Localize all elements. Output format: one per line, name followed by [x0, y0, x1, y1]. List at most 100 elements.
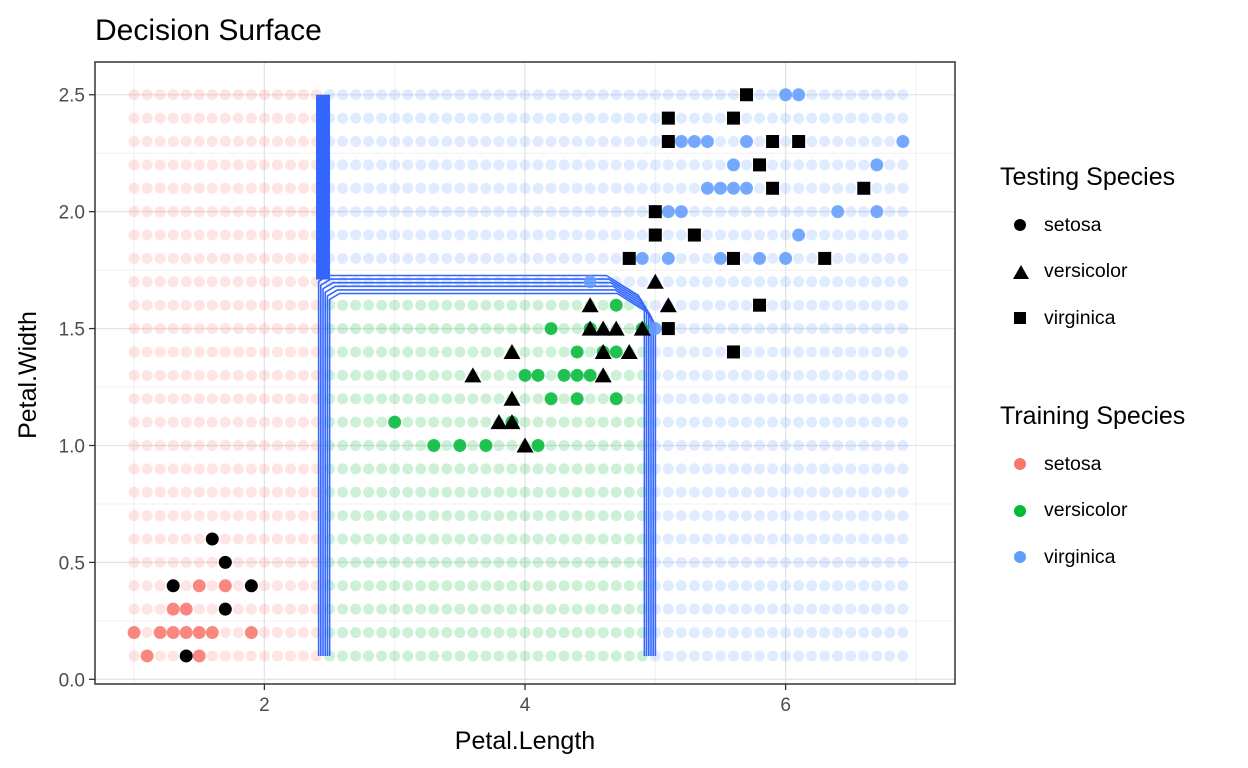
surface-point: [193, 159, 205, 171]
surface-point: [402, 159, 414, 171]
surface-point: [402, 89, 414, 101]
surface-point: [206, 252, 218, 264]
surface-point: [128, 206, 140, 218]
surface-point: [154, 323, 166, 335]
surface-point: [337, 416, 349, 428]
surface-point: [897, 556, 909, 568]
surface-point: [506, 463, 518, 475]
surface-point: [128, 369, 140, 381]
surface-point: [376, 556, 388, 568]
surface-point: [376, 486, 388, 498]
surface-point: [727, 393, 739, 405]
surface-point: [519, 556, 531, 568]
surface-point: [506, 580, 518, 592]
surface-point: [701, 112, 713, 124]
surface-point: [610, 556, 622, 568]
surface-point: [154, 463, 166, 475]
surface-point: [232, 252, 244, 264]
surface-point: [363, 650, 375, 662]
surface-point: [363, 369, 375, 381]
surface-point: [337, 393, 349, 405]
surface-point: [727, 580, 739, 592]
surface-point: [754, 439, 766, 451]
surface-point: [845, 416, 857, 428]
surface-point: [232, 276, 244, 288]
surface-point: [741, 580, 753, 592]
surface-point: [558, 463, 570, 475]
surface-point: [350, 486, 362, 498]
surface-point: [519, 182, 531, 194]
surface-point: [128, 323, 140, 335]
surface-point: [206, 463, 218, 475]
surface-point: [141, 276, 153, 288]
surface-point: [454, 393, 466, 405]
surface-point: [675, 533, 687, 545]
surface-point: [428, 206, 440, 218]
surface-point: [441, 159, 453, 171]
surface-point: [636, 89, 648, 101]
surface-point: [128, 463, 140, 475]
surface-point: [271, 89, 283, 101]
testing-point-setosa: [179, 649, 193, 663]
surface-point: [858, 206, 870, 218]
surface-point: [493, 439, 505, 451]
surface-point: [454, 416, 466, 428]
surface-point: [428, 252, 440, 264]
surface-point: [675, 627, 687, 639]
surface-point: [871, 416, 883, 428]
surface-point: [597, 393, 609, 405]
surface-point: [154, 136, 166, 148]
training-point-virginica: [870, 158, 884, 172]
surface-point: [402, 112, 414, 124]
surface-point: [350, 136, 362, 148]
surface-point: [688, 159, 700, 171]
testing-points: [166, 88, 871, 663]
surface-point: [193, 533, 205, 545]
surface-point: [532, 206, 544, 218]
surface-point: [284, 533, 296, 545]
surface-point: [610, 369, 622, 381]
surface-point: [245, 439, 257, 451]
surface-point: [558, 439, 570, 451]
surface-point: [180, 89, 192, 101]
surface-point: [219, 627, 231, 639]
surface-point: [389, 229, 401, 241]
surface-point: [897, 393, 909, 405]
surface-point: [610, 89, 622, 101]
surface-point: [793, 252, 805, 264]
surface-point: [662, 276, 674, 288]
surface-point: [402, 136, 414, 148]
surface-point: [258, 650, 270, 662]
surface-point: [402, 182, 414, 194]
surface-point: [376, 299, 388, 311]
surface-point: [506, 182, 518, 194]
training-point-versicolor: [544, 392, 558, 406]
surface-point: [545, 206, 557, 218]
surface-point: [623, 182, 635, 194]
surface-point: [845, 136, 857, 148]
surface-point: [297, 510, 309, 522]
surface-point: [845, 206, 857, 218]
surface-point: [584, 393, 596, 405]
surface-point: [428, 112, 440, 124]
training-point-virginica: [713, 251, 727, 265]
surface-point: [271, 323, 283, 335]
surface-point: [506, 533, 518, 545]
surface-point: [297, 393, 309, 405]
surface-point: [806, 346, 818, 358]
surface-point: [441, 416, 453, 428]
surface-point: [128, 159, 140, 171]
surface-point: [532, 486, 544, 498]
surface-point: [297, 650, 309, 662]
surface-point: [493, 229, 505, 241]
surface-point: [558, 299, 570, 311]
surface-point: [389, 510, 401, 522]
surface-point: [819, 112, 831, 124]
surface-point: [193, 439, 205, 451]
surface-point: [232, 603, 244, 615]
surface-point: [271, 299, 283, 311]
surface-point: [141, 439, 153, 451]
surface-point: [741, 627, 753, 639]
surface-point: [532, 89, 544, 101]
